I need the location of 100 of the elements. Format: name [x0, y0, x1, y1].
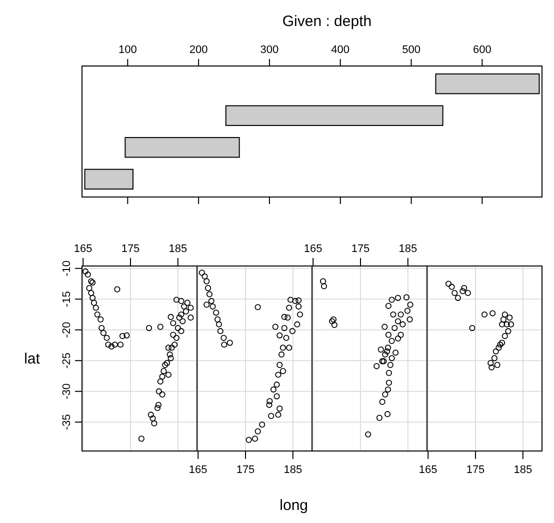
point — [159, 391, 166, 398]
point — [165, 372, 172, 378]
point — [92, 304, 99, 311]
point — [221, 342, 228, 348]
point — [286, 344, 292, 351]
point — [104, 334, 110, 341]
point — [398, 332, 404, 338]
point — [283, 334, 290, 341]
point — [394, 294, 401, 301]
point — [330, 316, 337, 322]
point — [404, 308, 410, 314]
point — [100, 330, 107, 336]
point — [266, 402, 272, 408]
point — [488, 360, 494, 366]
bar — [225, 105, 444, 126]
point — [114, 286, 120, 292]
point — [274, 382, 280, 388]
point — [181, 303, 188, 310]
point — [208, 298, 214, 304]
point — [329, 318, 336, 324]
point — [204, 302, 210, 308]
point — [382, 391, 388, 398]
x-tick-label: 175 — [351, 243, 370, 255]
x-axis-title: long — [280, 497, 308, 514]
point — [206, 291, 213, 298]
point — [178, 328, 184, 334]
point — [162, 362, 168, 368]
point — [94, 311, 100, 318]
point — [320, 278, 326, 284]
point — [496, 344, 502, 351]
point — [400, 321, 406, 328]
x-tick-label: 185 — [514, 464, 532, 476]
point — [331, 322, 338, 328]
chart-title: Given : depth — [282, 13, 372, 30]
point — [270, 386, 277, 393]
y-tick-label: -10 — [61, 260, 73, 276]
point — [252, 436, 258, 442]
point — [497, 342, 504, 348]
point — [280, 368, 286, 374]
point — [491, 355, 498, 362]
point — [508, 321, 514, 328]
x-tick-label: 165 — [188, 464, 208, 476]
y-tick-label: -30 — [61, 383, 73, 400]
point — [506, 314, 513, 321]
point — [151, 420, 158, 426]
point — [275, 372, 282, 378]
point — [178, 298, 184, 304]
y-tick-label: -25 — [61, 352, 73, 369]
point — [498, 321, 506, 328]
point — [388, 355, 395, 362]
point — [156, 388, 162, 394]
point — [204, 285, 212, 292]
point — [392, 350, 399, 356]
point — [155, 402, 162, 408]
point — [246, 436, 252, 443]
point — [504, 321, 510, 328]
point — [502, 332, 508, 340]
point — [119, 332, 126, 340]
point — [157, 324, 164, 330]
point — [275, 412, 282, 418]
point — [170, 332, 176, 338]
point — [379, 398, 386, 405]
point — [276, 362, 283, 368]
point — [157, 378, 164, 385]
point — [488, 364, 495, 370]
x-tick-label: 175 — [236, 464, 255, 476]
point — [481, 311, 488, 318]
point — [170, 320, 176, 326]
point — [296, 297, 302, 304]
point — [280, 344, 286, 351]
point — [502, 311, 508, 318]
point — [384, 386, 392, 393]
point — [160, 368, 167, 374]
point — [386, 380, 392, 386]
point — [407, 302, 414, 308]
point — [168, 314, 174, 320]
point — [384, 344, 392, 351]
point — [82, 268, 89, 275]
point — [452, 290, 458, 296]
point — [492, 348, 499, 354]
point — [448, 284, 455, 290]
point — [198, 270, 205, 276]
x-tick-label: 185 — [168, 243, 188, 255]
point — [124, 332, 130, 338]
point — [498, 340, 506, 346]
point — [272, 324, 278, 330]
point — [398, 311, 404, 318]
point — [98, 316, 104, 322]
x-tick-label: 500 — [402, 44, 420, 56]
x-tick-label: 165 — [418, 464, 438, 476]
point — [374, 363, 380, 370]
point — [384, 411, 391, 418]
point — [184, 300, 190, 306]
point — [386, 370, 392, 376]
point — [388, 338, 395, 344]
point — [188, 314, 194, 321]
point — [403, 294, 410, 300]
point — [210, 303, 216, 310]
point — [188, 304, 194, 311]
point — [464, 290, 471, 296]
